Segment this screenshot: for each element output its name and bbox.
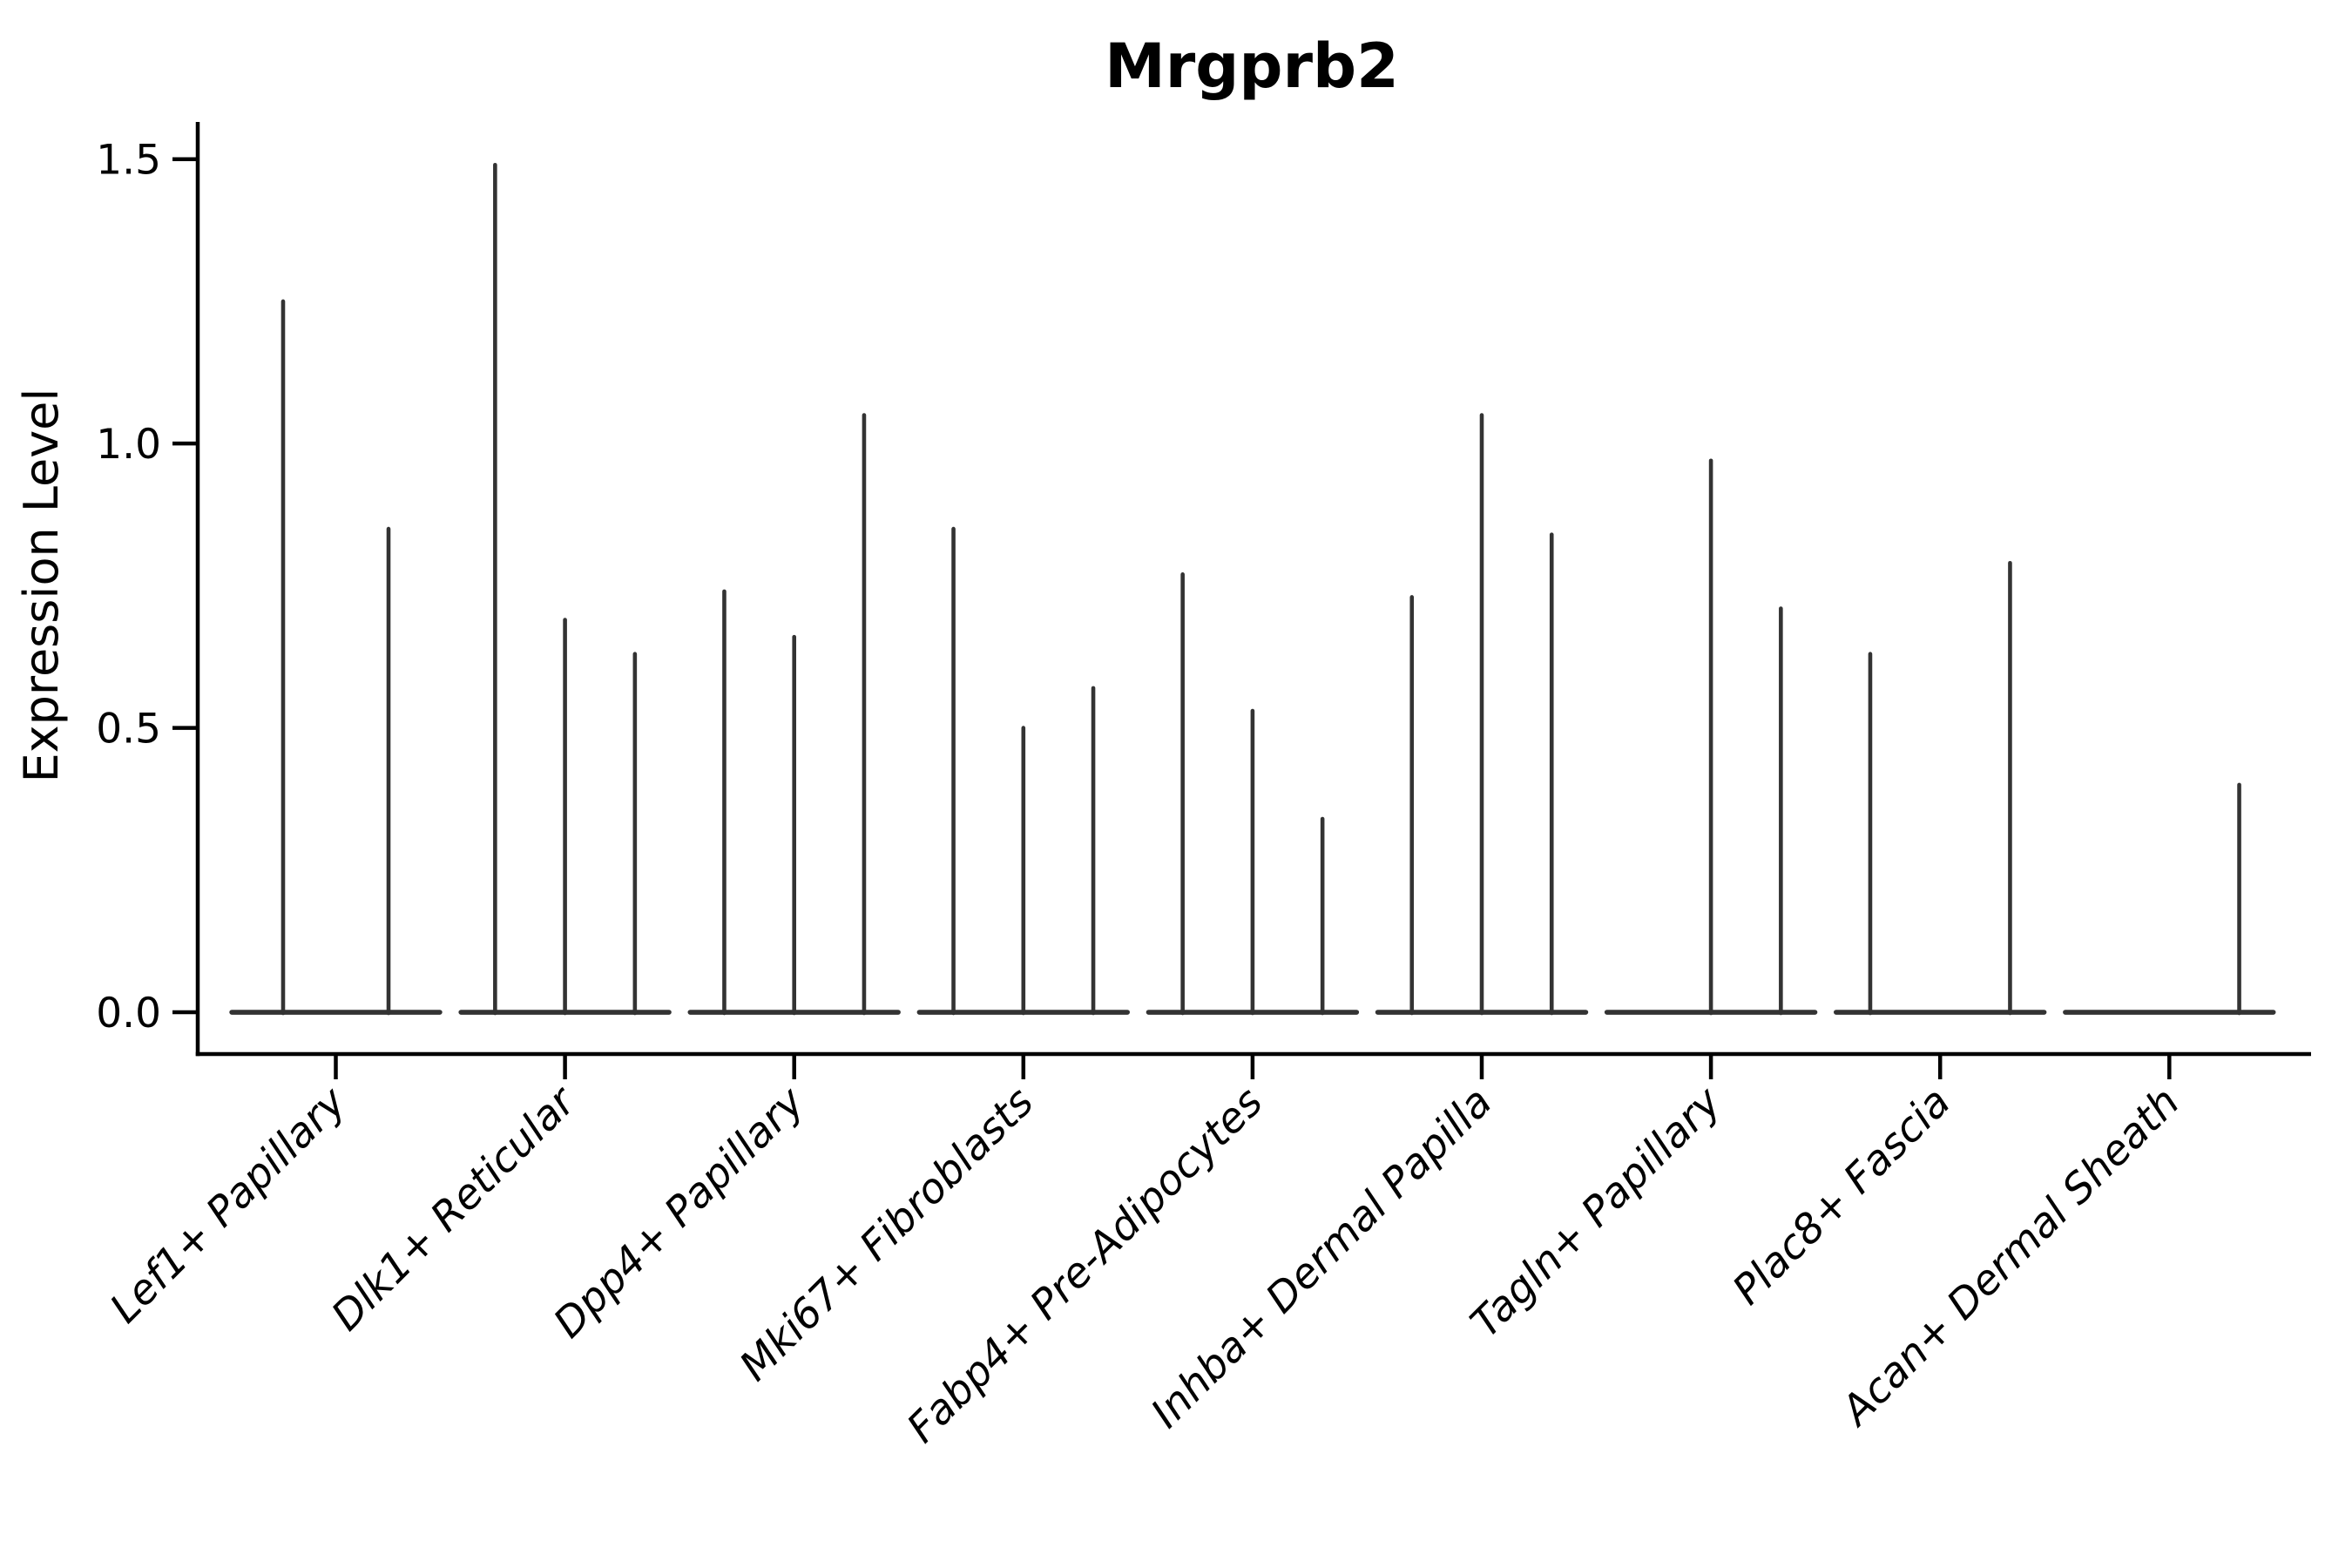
- violin-group: [1375, 413, 1589, 1016]
- x-tick-label: Dpp4+ Papillary: [544, 1078, 814, 1348]
- y-tick-label: 0.0: [96, 990, 161, 1037]
- y-tick-label: 1.5: [96, 137, 161, 185]
- x-tick-label: Lef1+ Papillary: [101, 1078, 356, 1333]
- violin-base: [2063, 1010, 2276, 1015]
- chart-title: Mrgprb2: [1105, 30, 1399, 102]
- violins: [229, 162, 2276, 1016]
- violin-group: [229, 299, 443, 1016]
- violin-group: [458, 162, 672, 1016]
- violin-group: [687, 413, 901, 1016]
- x-tick-label: Plac8+ Fascia: [1724, 1078, 1960, 1315]
- violin-group: [1604, 458, 1818, 1016]
- violin-group: [916, 526, 1131, 1016]
- violin-base: [229, 1010, 443, 1015]
- y-tick-label: 0.5: [96, 706, 161, 754]
- y-axis-label: Expression Level: [14, 389, 69, 783]
- x-tick-label: Tagln+ Papillary: [1462, 1078, 1732, 1348]
- violin-group: [1146, 572, 1360, 1016]
- violin-group: [1833, 560, 2047, 1016]
- y-tick-label: 1.0: [96, 421, 161, 469]
- x-tick-label: Dlk1+ Reticular: [322, 1077, 586, 1341]
- violin-group: [2063, 782, 2276, 1016]
- violin-base: [1833, 1010, 2047, 1015]
